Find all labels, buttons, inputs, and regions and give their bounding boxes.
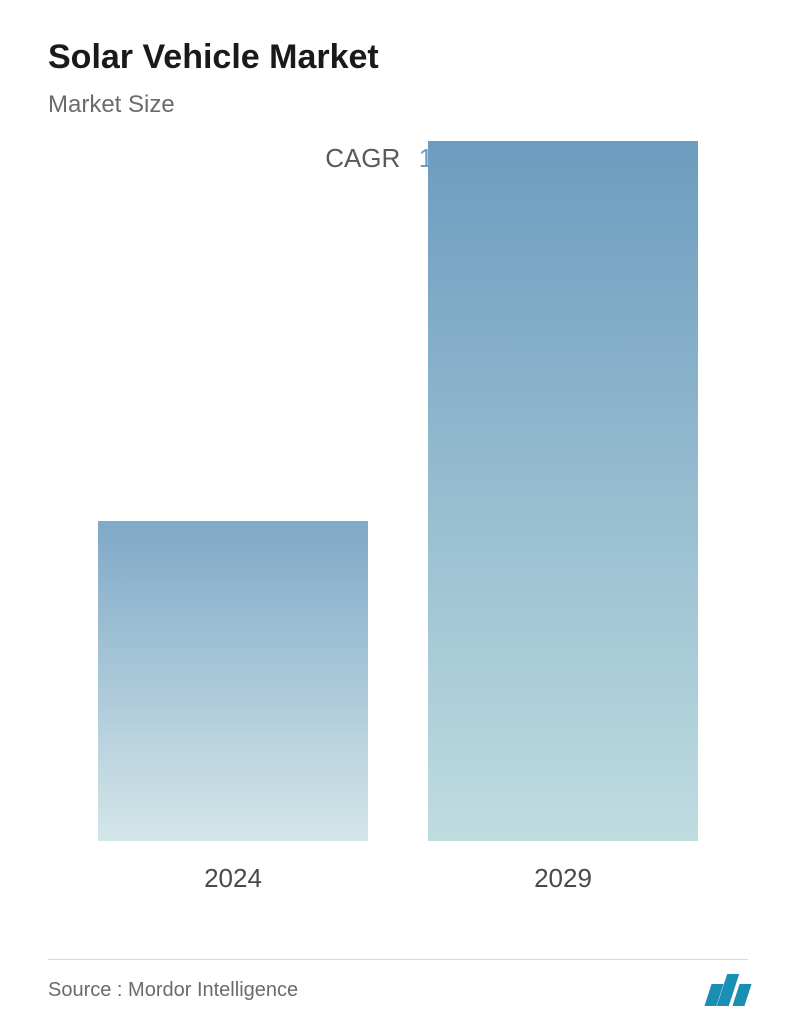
bar-label-1: 2029	[534, 863, 592, 894]
logo-icon	[708, 974, 748, 1006]
chart-area: 2024 2029	[48, 194, 748, 894]
bar-group-0: 2024	[98, 521, 368, 894]
bar-1	[428, 141, 698, 841]
chart-title: Solar Vehicle Market	[48, 38, 748, 77]
footer: Source : Mordor Intelligence	[48, 959, 748, 1006]
cagr-label: CAGR	[325, 143, 400, 173]
bar-group-1: 2029	[428, 141, 698, 894]
bar-0	[98, 521, 368, 841]
source-text: Source : Mordor Intelligence	[48, 979, 298, 1002]
bar-label-0: 2024	[204, 863, 262, 894]
chart-subtitle: Market Size	[48, 91, 748, 119]
